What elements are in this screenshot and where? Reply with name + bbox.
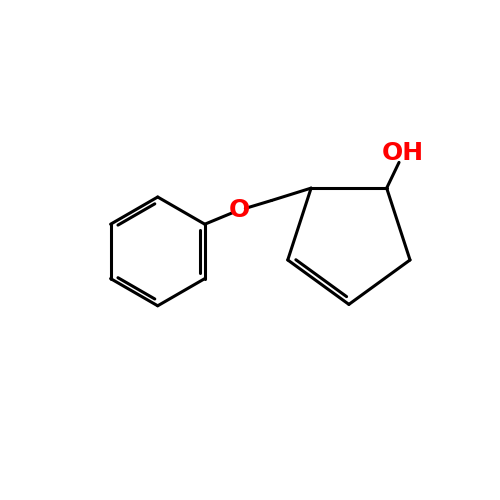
Text: O: O bbox=[229, 198, 250, 222]
Text: OH: OH bbox=[382, 142, 424, 166]
